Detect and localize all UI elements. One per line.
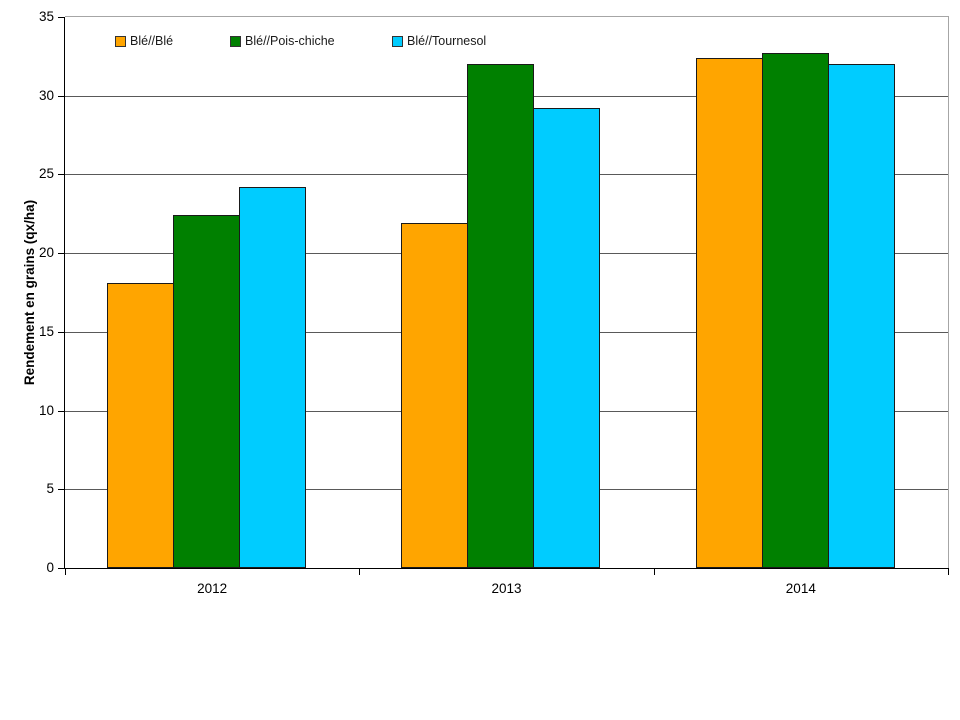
y-tick-label: 15: [38, 323, 54, 339]
y-tick: [58, 489, 64, 491]
y-tick: [58, 174, 64, 176]
x-tick: [65, 569, 66, 575]
y-tick-label: 5: [46, 481, 54, 497]
legend-label: Blé//Tournesol: [407, 34, 487, 48]
legend-item: Blé//Blé: [115, 35, 173, 48]
x-category-label: 2013: [491, 581, 522, 596]
bar: [827, 64, 895, 568]
x-tick: [359, 569, 360, 575]
legend-item: Blé//Tournesol: [392, 35, 486, 48]
y-tick-label: 10: [38, 402, 54, 418]
x-category-label: 2012: [197, 581, 228, 596]
y-tick-label: 25: [38, 166, 54, 182]
y-tick-label: 30: [38, 87, 54, 103]
y-tick: [58, 17, 64, 18]
legend-label: Blé//Blé: [130, 34, 174, 48]
y-tick-label: 20: [38, 245, 54, 261]
bar: [107, 283, 174, 568]
y-tick: [58, 253, 64, 255]
y-tick: [58, 331, 64, 333]
plot-border-top: [65, 16, 949, 17]
x-axis-line: [64, 568, 949, 569]
legend-swatch-icon: [230, 36, 241, 47]
y-axis-title: Rendement en grains (qx/ha): [22, 199, 37, 386]
bar: [173, 215, 240, 568]
bar: [401, 223, 469, 568]
y-tick: [58, 410, 64, 412]
x-category-label: 2014: [785, 581, 816, 596]
legend-swatch-icon: [392, 36, 403, 47]
x-tick: [948, 569, 949, 575]
y-tick: [58, 95, 64, 97]
legend-label: Blé//Pois-chiche: [245, 34, 335, 48]
y-tick-label: 0: [46, 560, 54, 575]
bar: [467, 64, 535, 568]
y-tick-label: 35: [38, 9, 54, 24]
y-tick: [58, 568, 64, 569]
bar: [533, 108, 601, 568]
plot-border-right: [948, 16, 949, 569]
x-tick: [654, 569, 655, 575]
legend-item: Blé//Pois-chiche: [230, 35, 335, 48]
bar: [695, 57, 763, 568]
y-axis-line: [64, 17, 65, 569]
bar: [239, 187, 306, 568]
bar: [761, 53, 829, 568]
legend-swatch-icon: [115, 36, 126, 47]
